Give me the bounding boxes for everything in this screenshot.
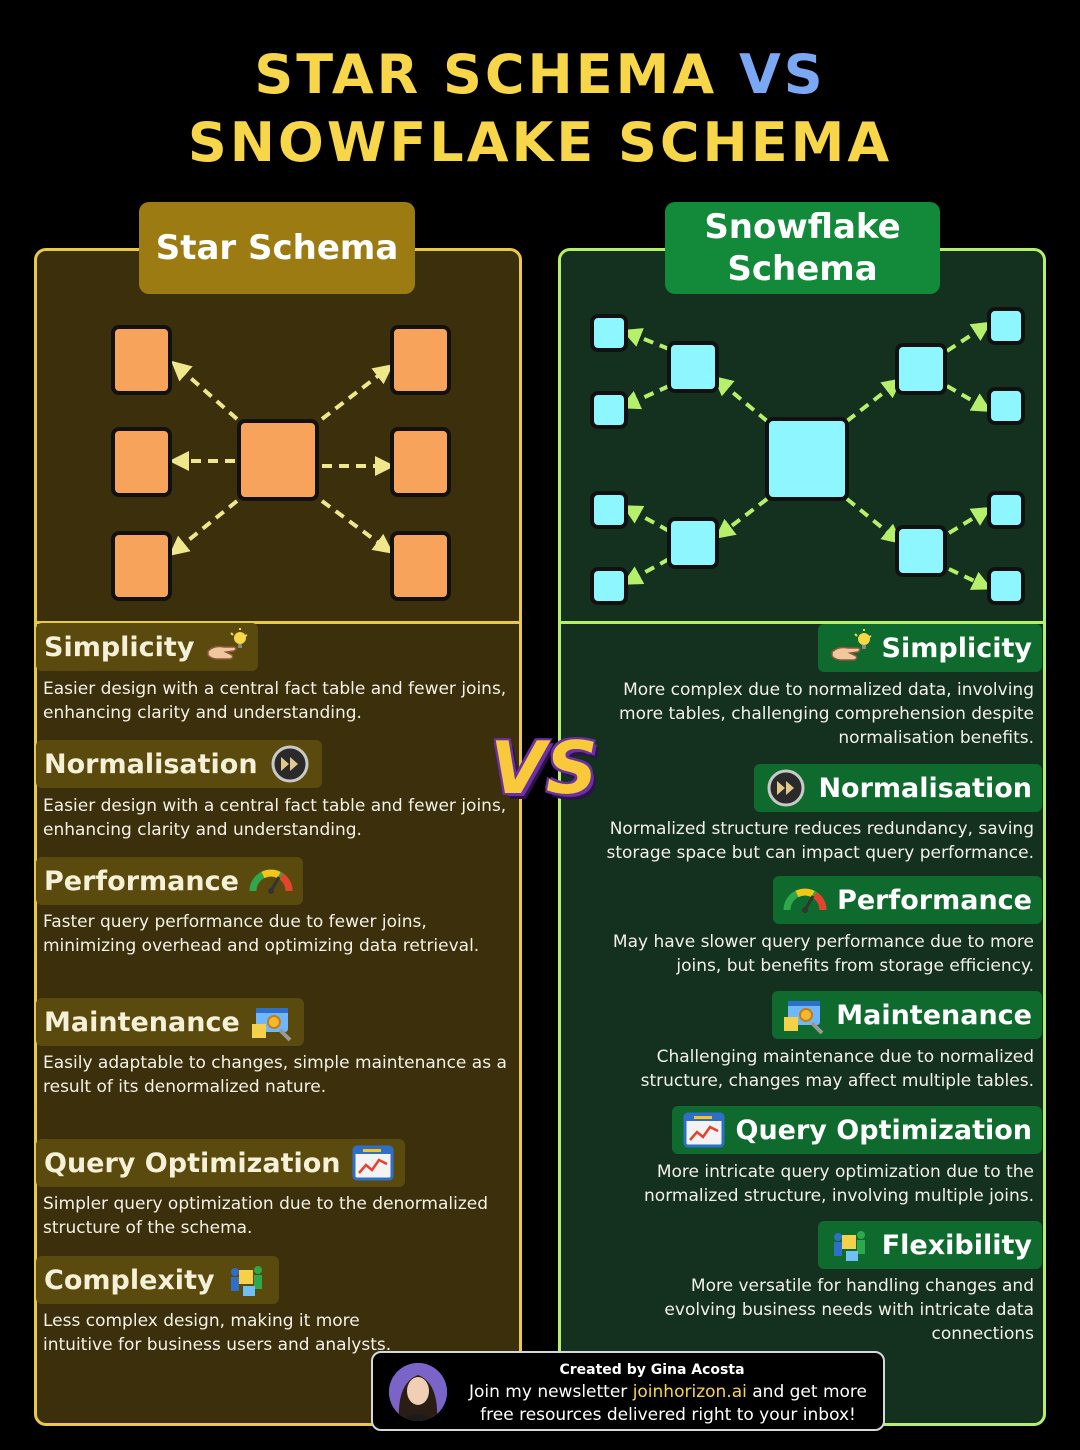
page-title-line-1: STAR SCHEMA VS (254, 43, 826, 106)
star-schema-header: Star Schema (139, 202, 415, 294)
star-divider (37, 621, 519, 624)
snow-sub-bl-a (590, 491, 628, 529)
snow-feature-normalisation-text: Normalized structure reduces redundancy,… (606, 819, 1035, 863)
footer-credit-box: Created by Gina Acosta Join my newslette… (371, 1351, 885, 1431)
snow-sub-bl-b (590, 567, 628, 605)
snow-feature-normalisation-title: Normalisation (754, 764, 1042, 812)
fast-forward-icon (268, 744, 312, 784)
snow-divider (561, 621, 1043, 624)
snow-dim-bl (667, 517, 719, 569)
speedometer-gauge-icon (249, 861, 293, 901)
snow-fact-table (765, 417, 849, 501)
newsletter-link[interactable]: joinhorizon.ai (632, 1382, 747, 1402)
snow-arrow-c-br (845, 497, 903, 545)
footer-newsletter-line: Join my newsletter joinhorizon.ai and ge… (468, 1382, 867, 1402)
snow-sub-br-b (987, 567, 1025, 605)
maintenance-tools-icon (782, 995, 826, 1035)
snow-arrow-tr-b (945, 384, 992, 413)
avatar-portrait-icon (389, 1363, 447, 1421)
snow-sub-br-a (987, 491, 1025, 529)
snow-arrow-c-tr (845, 378, 903, 423)
snow-arrow-bl-b (621, 557, 670, 585)
star-dim-mid-left (111, 427, 172, 497)
snow-arrow-c-bl (714, 497, 769, 539)
people-puzzle-icon (828, 1225, 872, 1265)
star-feature-maintenance-title: Maintenance (36, 998, 304, 1046)
maintenance-tools-icon (250, 1002, 294, 1042)
star-dim-top-left (111, 325, 172, 395)
snow-feature-performance-text: May have slower query performance due to… (612, 932, 1034, 976)
star-feature-simplicity-title: Simplicity (36, 623, 259, 671)
avatar (389, 1363, 447, 1421)
snow-arrow-c-tl (712, 375, 769, 423)
star-feature-simplicity-text: Easier design with a central fact table … (43, 679, 507, 723)
snowflake-diagram-svg (590, 307, 1025, 605)
snow-arrow-tl-b (619, 384, 670, 410)
star-dim-top-right (390, 325, 451, 395)
snow-arrow-br-b (948, 567, 993, 590)
snow-feature-flexibility-text: More versatile for handling changes and … (664, 1276, 1034, 1344)
star-arrow-top-right (320, 364, 394, 421)
snow-dim-br (895, 525, 947, 577)
vs-badge: VS (490, 726, 598, 810)
snow-feature-performance-title: Performance (773, 876, 1042, 924)
people-puzzle-icon (225, 1260, 269, 1300)
snowflake-schema-diagram (561, 251, 1043, 623)
pointing-hand-lightbulb-icon (204, 627, 248, 667)
footer-resources-line: free resources delivered right to your i… (480, 1405, 856, 1425)
snow-feature-simplicity-title: Simplicity (817, 624, 1042, 672)
star-arrow-bottom-left (168, 499, 239, 557)
snow-arrow-br-a (947, 506, 992, 535)
snow-feature-maintenance-text: Challenging maintenance due to normalize… (640, 1047, 1034, 1091)
snow-sub-tl-b (590, 391, 628, 429)
snow-sub-tr-a (987, 307, 1025, 345)
star-feature-complexity-title: Complexity (36, 1256, 279, 1304)
snow-feature-maintenance-title: Maintenance (772, 991, 1042, 1039)
star-schema-diagram (37, 251, 519, 623)
star-arrow-top-left (171, 360, 239, 421)
star-feature-normalisation-text: Easier design with a central fact table … (43, 796, 507, 840)
snow-sub-tr-b (987, 387, 1025, 425)
star-feature-complexity-text: Less complex design, making it more intu… (43, 1311, 392, 1355)
star-diagram-svg (111, 325, 451, 601)
page-title-line-2: SNOWFLAKE SCHEMA (187, 111, 893, 174)
snow-arrow-bl-a (621, 505, 670, 533)
snowflake-schema-header: Snowflake Schema (665, 202, 940, 294)
snow-feature-flexibility-title: Flexibility (817, 1221, 1042, 1269)
star-feature-performance-title: Performance (36, 857, 303, 905)
star-feature-query-optimization-title: Query Optimization (36, 1139, 405, 1187)
snow-feature-query-optimization-title: Query Optimization (671, 1106, 1042, 1154)
star-feature-maintenance-text: Easily adaptable to changes, simple main… (43, 1053, 507, 1097)
line-chart-window-icon (682, 1110, 726, 1150)
snow-feature-query-optimization-text: More intricate query optimization due to… (644, 1162, 1034, 1206)
pointing-hand-lightbulb-icon (828, 628, 872, 668)
fast-forward-icon (764, 768, 808, 808)
snow-dim-tl (667, 341, 719, 393)
star-arrow-bottom-right (320, 499, 394, 554)
star-dim-bottom-right (390, 531, 451, 601)
star-dim-mid-right (390, 427, 451, 497)
line-chart-window-icon (351, 1143, 395, 1183)
star-feature-query-optimization-text: Simpler query optimization due to the de… (43, 1194, 489, 1238)
snow-arrow-tr-a (945, 321, 992, 353)
snow-dim-tr (895, 343, 947, 395)
star-dim-bottom-left (111, 531, 172, 601)
star-fact-table (237, 419, 319, 501)
speedometer-gauge-icon (783, 880, 827, 920)
star-schema-panel (34, 248, 522, 1426)
title-vs: VS (738, 43, 826, 106)
snow-arrow-tl-a (621, 328, 670, 351)
snow-feature-simplicity-text: More complex due to normalized data, inv… (619, 680, 1034, 748)
snow-sub-tl-a (590, 314, 628, 352)
star-feature-performance-text: Faster query performance due to fewer jo… (43, 912, 480, 956)
star-feature-normalisation-title: Normalisation (36, 740, 322, 788)
footer-credit: Created by Gina Acosta (559, 1362, 745, 1378)
